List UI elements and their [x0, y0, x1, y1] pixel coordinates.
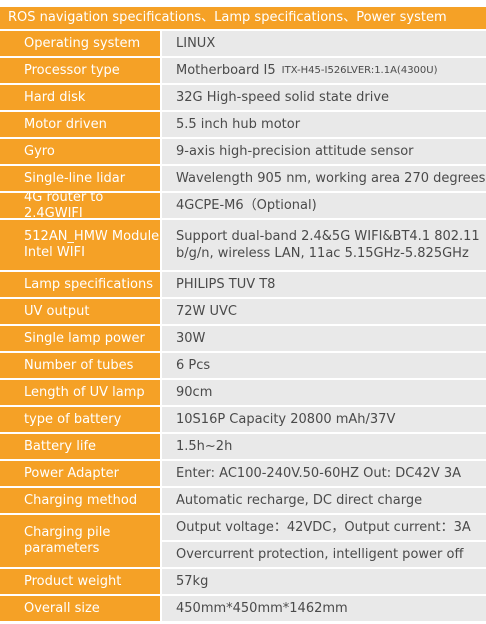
row-label: Operating system [0, 31, 160, 56]
row-value-main: Motherboard I5 [176, 63, 276, 78]
row-value: Overcurrent protection, intelligent powe… [162, 542, 486, 567]
row-value: 6 Pcs [162, 353, 486, 378]
table-row: Charging pile parameters Output voltage：… [0, 515, 486, 567]
table-row: 512AN_HMW Module Intel WIFI Support dual… [0, 220, 486, 270]
row-value: Automatic recharge, DC direct charge [162, 488, 486, 513]
row-label: 512AN_HMW Module Intel WIFI [0, 220, 160, 270]
row-value: 90cm [162, 380, 486, 405]
row-label: Single-line lidar [0, 166, 160, 191]
row-value: 32G High-speed solid state drive [162, 85, 486, 110]
row-value: Support dual-band 2.4&5G WIFI&BT4.1 802.… [162, 220, 486, 270]
table-row: UV output 72W UVC [0, 299, 486, 324]
row-label: Lamp specifications [0, 272, 160, 297]
table-row: Gyro 9-axis high-precision attitude sens… [0, 139, 486, 164]
row-value: 1.5h~2h [162, 434, 486, 459]
table-row: type of battery 10S16P Capacity 20800 mA… [0, 407, 486, 432]
row-value: 5.5 inch hub motor [162, 112, 486, 137]
row-value: PHILIPS TUV T8 [162, 272, 486, 297]
row-value: Motherboard I5 ITX-H45-I526LVER:1.1A(4300… [162, 58, 486, 83]
table-row: Length of UV lamp 90cm [0, 380, 486, 405]
spec-table: Operating system LINUX Processor type Mo… [0, 31, 486, 623]
row-label: Number of tubes [0, 353, 160, 378]
row-label: Length of UV lamp [0, 380, 160, 405]
row-value-model: ITX-H45-I526LVER:1.1A(4300U) [281, 65, 438, 76]
row-label: Charging method [0, 488, 160, 513]
row-value: 72W UVC [162, 299, 486, 324]
table-row: Number of tubes 6 Pcs [0, 353, 486, 378]
row-label: Motor driven [0, 112, 160, 137]
row-value: Enter: AC100-240V.50-60HZ Out: DC42V 3A [162, 461, 486, 486]
row-label: Product weight [0, 569, 160, 594]
table-row: Product weight 57kg [0, 569, 486, 594]
table-row: Single-line lidar Wavelength 905 nm, wor… [0, 166, 486, 191]
row-label: Single lamp power [0, 326, 160, 351]
row-value: 450mm*450mm*1462mm [162, 596, 486, 621]
table-row: Processor type Motherboard I5 ITX-H45-I52… [0, 58, 486, 83]
table-row: Motor driven 5.5 inch hub motor [0, 112, 486, 137]
table-row: 4G router to 2.4GWIFI 4GCPE-M6（Optional) [0, 190, 486, 221]
row-value: Output voltage：42VDC，Output current：3A [162, 515, 486, 540]
table-row: Hard disk 32G High-speed solid state dri… [0, 85, 486, 110]
row-label: Battery life [0, 434, 160, 459]
table-row: Lamp specifications PHILIPS TUV T8 [0, 272, 486, 297]
table-row: Power Adapter Enter: AC100-240V.50-60HZ … [0, 461, 486, 486]
row-label: Hard disk [0, 85, 160, 110]
row-value: Wavelength 905 nm, working area 270 degr… [162, 166, 486, 191]
row-label: Power Adapter [0, 461, 160, 486]
row-label: type of battery [0, 407, 160, 432]
table-row: Overall size 450mm*450mm*1462mm [0, 596, 486, 621]
row-value: LINUX [162, 31, 486, 56]
row-value: 9-axis high-precision attitude sensor [162, 139, 486, 164]
row-value: 30W [162, 326, 486, 351]
row-label: Gyro [0, 139, 160, 164]
row-label: Overall size [0, 596, 160, 621]
row-label: Charging pile parameters [0, 515, 160, 567]
row-label: 4G router to 2.4GWIFI [0, 190, 160, 221]
row-label: Processor type [0, 58, 160, 83]
table-row: Operating system LINUX [0, 31, 486, 56]
table-title: ROS navigation specifications、Lamp speci… [0, 7, 486, 29]
table-row: Single lamp power 30W [0, 326, 486, 351]
table-row: Charging method Automatic recharge, DC d… [0, 488, 486, 513]
row-value: 4GCPE-M6（Optional) [162, 193, 486, 218]
table-row: Battery life 1.5h~2h [0, 434, 486, 459]
row-label: UV output [0, 299, 160, 324]
row-value: 57kg [162, 569, 486, 594]
row-value: 10S16P Capacity 20800 mAh/37V [162, 407, 486, 432]
